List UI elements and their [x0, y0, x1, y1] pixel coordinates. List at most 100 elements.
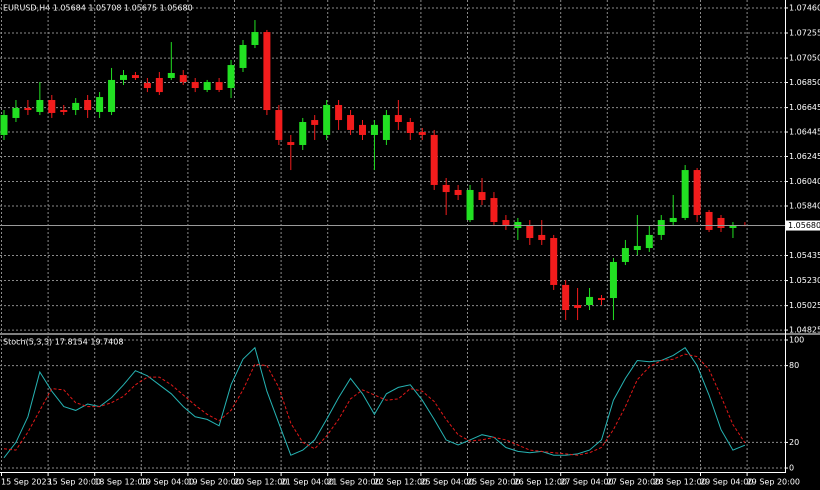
- x-tick-label: 25 Sep 20:00: [467, 478, 520, 487]
- candle-body: [120, 75, 127, 80]
- candle-body: [430, 134, 438, 185]
- last-price-label: 1.05680: [788, 221, 820, 230]
- candle-body: [72, 102, 80, 111]
- candle-body: [550, 238, 558, 285]
- candle-body: [669, 217, 677, 222]
- candle-body: [347, 115, 355, 130]
- candle-body: [514, 222, 522, 228]
- candle-body: [0, 115, 8, 135]
- candle-body: [382, 115, 390, 140]
- candle-body: [311, 120, 319, 125]
- candle-body: [454, 189, 462, 195]
- candle-body: [478, 192, 486, 200]
- candle-body: [12, 107, 20, 118]
- last-price-box: [786, 220, 820, 231]
- candle-body: [705, 211, 713, 230]
- candle-body: [60, 110, 68, 112]
- candle-body: [574, 305, 582, 308]
- y-tick-label: 80: [789, 361, 799, 370]
- candle-body: [621, 248, 629, 262]
- x-tick-label: 15 Sep 20:00: [48, 478, 101, 487]
- y-tick-label: 1.04825: [789, 326, 820, 335]
- x-tick-label: 29 Sep 04:00: [700, 478, 753, 487]
- candle-body: [729, 225, 737, 228]
- y-tick-label: 100: [789, 335, 804, 344]
- stoch-line: [3, 353, 746, 456]
- candle-body: [24, 107, 32, 111]
- y-tick-label: 0: [789, 464, 794, 473]
- y-tick-label: 1.05840: [789, 201, 820, 210]
- y-tick-label: 1.07050: [789, 54, 820, 63]
- x-tick-label: 27 Sep 20:00: [607, 478, 660, 487]
- candle-body: [359, 124, 366, 135]
- candle-body: [179, 75, 187, 83]
- candle-body: [466, 189, 474, 221]
- x-tick-label: 18 Sep 12:00: [94, 478, 147, 487]
- y-tick-label: 1.07460: [789, 3, 820, 12]
- x-tick-label: 19 Sep 20:00: [187, 478, 240, 487]
- stoch-line: [3, 346, 746, 459]
- candle-body: [263, 32, 271, 111]
- candle-body: [215, 82, 223, 90]
- candle-body: [191, 82, 199, 89]
- candle-body: [442, 184, 450, 193]
- y-tick-label: 1.05230: [789, 276, 820, 285]
- candle-body: [370, 124, 378, 135]
- x-tick-label: 27 Sep 04:00: [560, 478, 613, 487]
- candle-body: [538, 234, 546, 240]
- y-tick-label: 20: [789, 438, 799, 447]
- candle-body: [155, 77, 163, 93]
- candle-body: [490, 198, 498, 222]
- y-tick-label: 1.06850: [789, 78, 820, 87]
- candle-body: [227, 65, 235, 89]
- candle-body: [418, 132, 426, 135]
- candle-body: [287, 142, 295, 145]
- candle-body: [108, 79, 116, 112]
- candle-body: [131, 75, 139, 78]
- y-tick-label: 1.06645: [789, 103, 820, 112]
- candle-body: [693, 170, 701, 216]
- indicator-title: Stoch(5,3,3) 17.8154 19.7408: [3, 338, 123, 347]
- candle-body: [717, 217, 725, 228]
- y-tick-label: 1.06040: [789, 177, 820, 186]
- candle-body: [299, 122, 307, 145]
- x-tick-label: 21 Sep 04:00: [281, 478, 334, 487]
- candle-body: [562, 284, 570, 311]
- candle-body: [681, 170, 689, 218]
- y-tick-label: 1.06245: [789, 152, 820, 161]
- x-tick-label: 29 Sep 20:00: [747, 478, 800, 487]
- x-tick-label: 28 Sep 12:00: [653, 478, 706, 487]
- candle-body: [609, 261, 617, 299]
- candle-body: [275, 110, 283, 140]
- candle-body: [239, 44, 247, 68]
- candle-body: [406, 122, 414, 134]
- candle-body: [394, 115, 402, 123]
- x-tick-label: 15 Sep 2023: [1, 478, 52, 487]
- x-tick-label: 26 Sep 12:00: [514, 478, 567, 487]
- candle-body: [36, 99, 44, 112]
- x-tick-label: 22 Sep 12:00: [374, 478, 427, 487]
- candle-body: [203, 82, 211, 90]
- candle-body: [526, 225, 534, 239]
- candle-body: [96, 97, 104, 112]
- x-tick-label: 19 Sep 04:00: [141, 478, 194, 487]
- candle-body: [251, 32, 259, 45]
- candle-body: [84, 99, 92, 111]
- candle-body: [645, 234, 653, 249]
- y-tick-label: 1.06445: [789, 128, 820, 137]
- y-tick-label: 1.07255: [789, 29, 820, 38]
- x-tick-label: 20 Sep 12:00: [234, 478, 287, 487]
- candle-body: [48, 99, 56, 113]
- candle-body: [167, 72, 175, 78]
- candle-body: [598, 298, 605, 300]
- y-tick-label: 1.05435: [789, 251, 820, 260]
- candle-body: [323, 105, 331, 135]
- candle-body: [335, 105, 343, 121]
- y-tick-label: 1.05025: [789, 301, 820, 310]
- x-tick-label: 21 Sep 20:00: [327, 478, 380, 487]
- candle-body: [586, 296, 594, 306]
- candle-body: [143, 83, 151, 89]
